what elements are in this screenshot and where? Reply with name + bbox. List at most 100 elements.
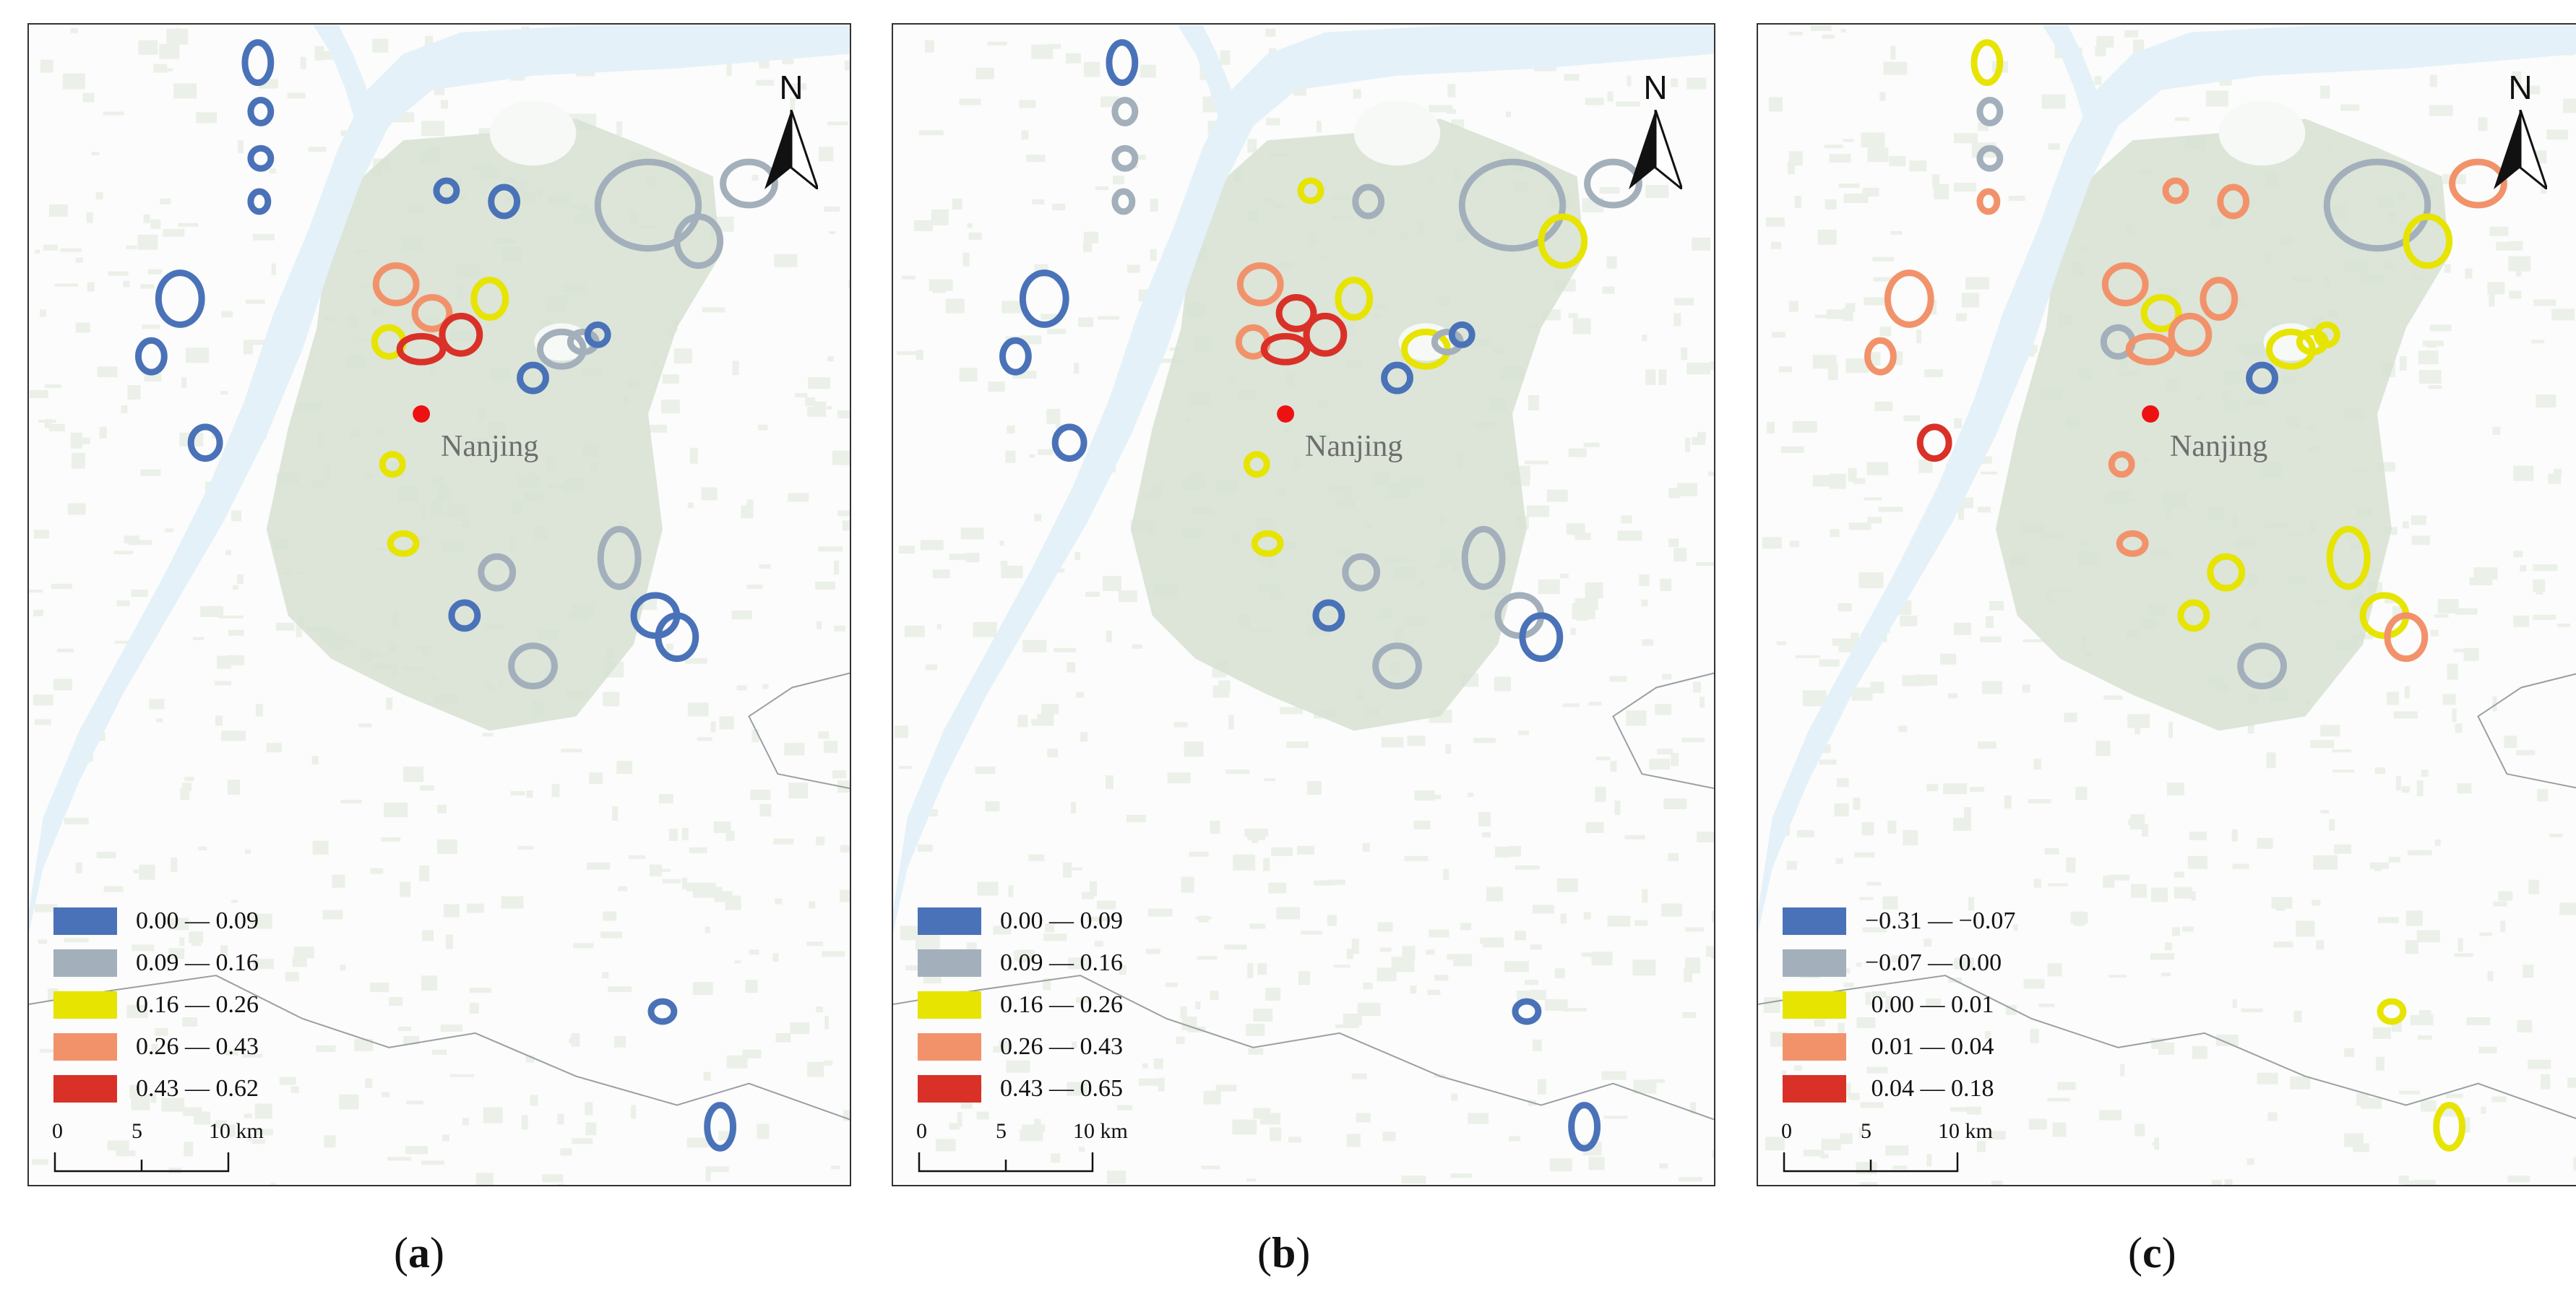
landuse-patch [1602,286,1615,294]
patch-outline [2326,525,2371,590]
landuse-patch [182,1017,198,1027]
landuse-patch [560,1148,572,1156]
landuse-patch [1404,855,1429,861]
landuse-patch [1885,996,1892,1010]
legend-item: 0.16 — 0.26 [53,984,259,1026]
landuse-patch [340,800,362,804]
landuse-patch [692,982,713,996]
landuse-patch [1460,923,1472,931]
legend-swatch [53,1033,117,1061]
landuse-patch [1524,460,1548,465]
landuse-patch [225,1049,238,1056]
landuse-patch [790,83,807,90]
river-branch [1177,25,1232,126]
landuse-patch [2181,926,2194,932]
patch-outline [488,184,521,220]
landuse-patch [398,1026,412,1031]
landuse-texture [894,25,1714,1184]
landuse-patch [1930,299,1937,315]
landuse-patch [2418,370,2442,384]
landuse-patch [999,540,1004,546]
landuse-patch [1687,77,1707,90]
landuse-patch [542,1174,564,1183]
landuse-patch [1614,801,1621,815]
landuse-patch [1825,199,1837,210]
landuse-patch [1856,1017,1876,1028]
landuse-patch [957,1112,962,1127]
landuse-patch [340,965,346,971]
patch-outline [247,96,275,126]
landuse-patch [1246,1178,1257,1182]
landuse-patch [1843,194,1869,203]
landuse-patch [2426,345,2437,348]
landuse-patch [936,624,942,629]
landuse-patch [181,377,187,389]
landuse-patch [993,926,1012,935]
landuse-patch [1079,1147,1085,1152]
landuse-patch [525,1055,535,1063]
patch-outline [433,177,460,204]
landuse-patch [2445,1093,2463,1098]
landuse-patch [1034,514,1042,522]
landuse-patch [1215,1084,1237,1092]
landuse-patch [2168,722,2173,738]
landuse-patch [1867,147,1889,163]
landuse-patch [614,1035,626,1048]
landuse-patch [151,1043,158,1055]
landuse-patch [649,424,667,433]
landuse-patch [123,280,130,288]
landuse-patch [1022,1124,1046,1132]
patch-outline [704,1102,737,1152]
landuse-patch [2417,1035,2432,1040]
landuse-patch [1195,916,1212,920]
legend-label: 0.43 — 0.62 [136,1075,259,1102]
landuse-patch [182,782,192,792]
base-map [1758,25,2576,1185]
landuse-patch [226,1124,236,1137]
landuse-patch [1848,1092,1860,1100]
landuse-patch [1119,965,1127,975]
landuse-patch [178,223,199,227]
landuse-patch [1682,1012,1697,1018]
lake [2218,100,2306,166]
landuse-patch [585,1102,593,1116]
landuse-patch [762,683,769,689]
landuse-patch [370,983,389,993]
landuse-patch [1616,101,1640,107]
landuse-patch [1583,442,1600,447]
landuse-patch [1655,704,1672,715]
landuse-patch [649,864,662,876]
patch-outline [1236,262,1284,306]
landuse-patch [1447,954,1457,960]
landuse-patch [1681,738,1705,743]
patch-outline [1275,294,1317,332]
scale-ticks [53,1152,230,1173]
landuse-patch [2052,1122,2067,1137]
landuse-patch [1313,880,1335,886]
landuse-patch [2171,927,2180,936]
landuse-patch [1858,572,1884,589]
patch-outline [2323,158,2431,252]
landuse-patch [462,1118,469,1126]
landuse-patch [1866,881,1882,886]
landuse-patch [1926,1154,1932,1167]
station-patches [999,39,1642,1152]
landuse-patch [2313,855,2338,870]
landuse-patch [1532,905,1554,914]
landuse-patch [1788,301,1799,312]
landuse-patch [1297,845,1314,855]
landuse-patch [1046,408,1061,424]
legend-label: 0.00 — 0.09 [1000,907,1123,934]
landuse-patch [1045,923,1055,933]
landuse-patch [1668,853,1679,861]
landuse-patch [1158,1077,1165,1092]
north-arrow-icon [764,110,818,189]
landuse-patch [2293,1011,2302,1022]
landuse-patch [618,886,628,892]
landuse-patch [1381,737,1404,748]
landuse-patch [967,223,973,228]
landuse-patch [1977,122,1989,131]
landuse-patch [557,1113,564,1125]
landuse-patch [837,510,850,517]
landuse-patch [2388,856,2400,863]
